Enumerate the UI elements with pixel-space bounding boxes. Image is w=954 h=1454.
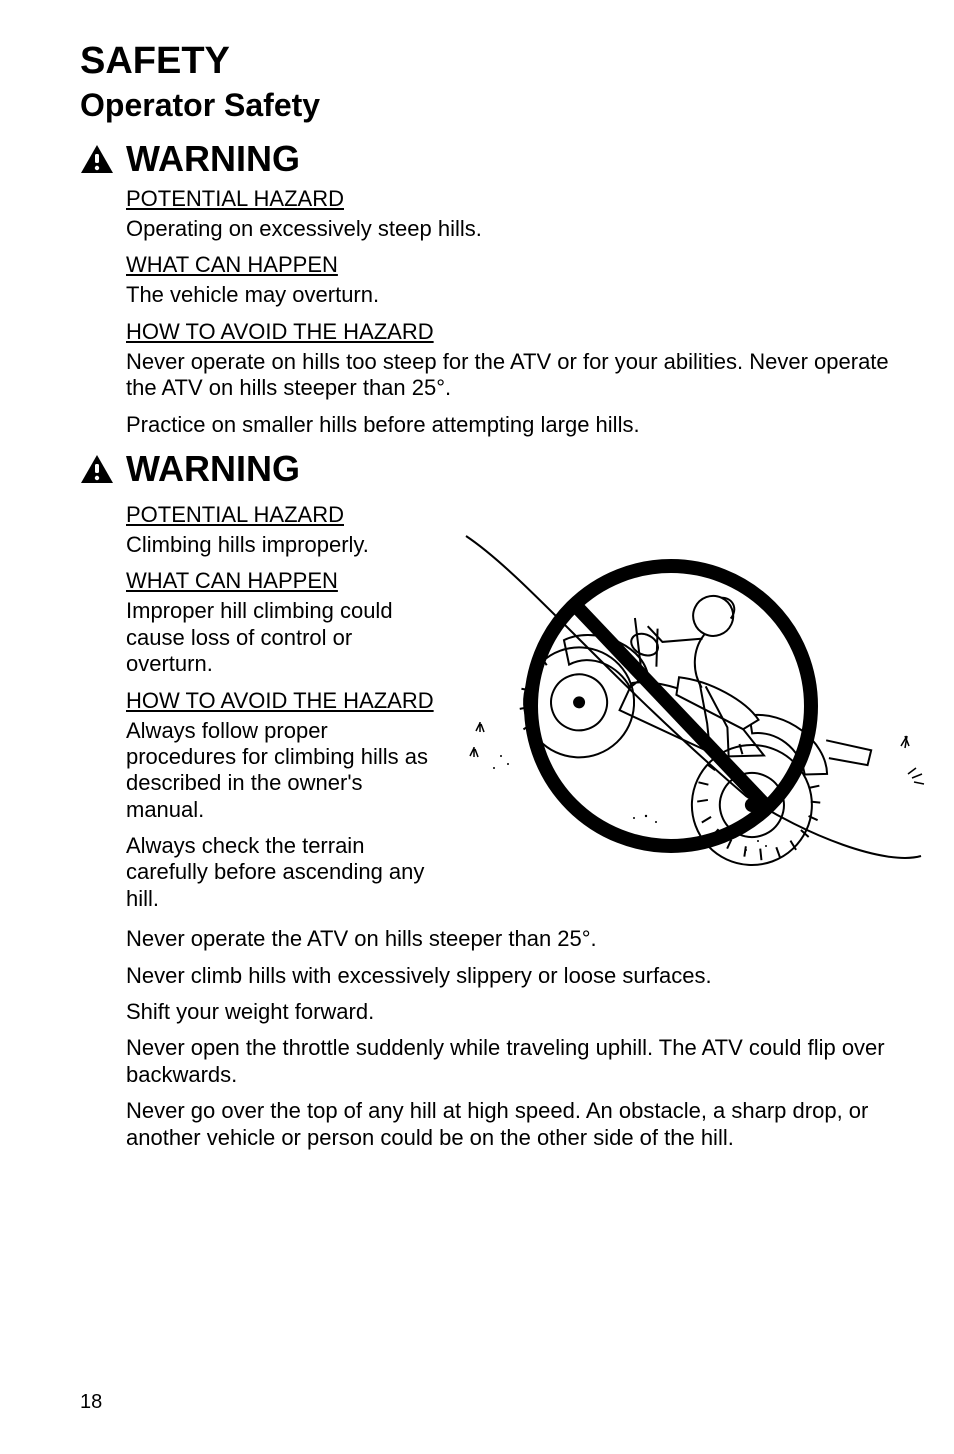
warning-label-1: WARNING: [126, 138, 300, 180]
prohibition-overlay: [531, 566, 811, 846]
avoid-hazard-para: Always follow proper procedures for clim…: [126, 718, 436, 824]
warning-triangle-icon: [80, 454, 114, 484]
warning-body-2: POTENTIAL HAZARD Climbing hills improper…: [126, 496, 894, 1151]
avoid-hazard-para: Always check the terrain carefully befor…: [126, 833, 436, 912]
avoid-hazard-heading: HOW TO AVOID THE HAZARD: [126, 688, 436, 714]
avoid-hazard-para: Never operate on hills too steep for the…: [126, 349, 894, 402]
page-subtitle: Operator Safety: [80, 87, 894, 124]
potential-hazard-text: Operating on excessively steep hills.: [126, 216, 894, 242]
right-column: [446, 496, 926, 922]
section-title: SAFETY: [80, 40, 894, 83]
warning-body-1: POTENTIAL HAZARD Operating on excessivel…: [126, 186, 894, 438]
avoid-hazard-heading: HOW TO AVOID THE HAZARD: [126, 319, 894, 345]
what-can-happen-heading: WHAT CAN HAPPEN: [126, 568, 436, 594]
warning-header-1: WARNING: [80, 138, 894, 180]
warning-label-2: WARNING: [126, 448, 300, 490]
what-can-happen-heading: WHAT CAN HAPPEN: [126, 252, 894, 278]
page: SAFETY Operator Safety WARNING POTENTIAL…: [0, 0, 954, 1454]
avoid-hazard-para: Never go over the top of any hill at hig…: [126, 1098, 894, 1151]
potential-hazard-heading: POTENTIAL HAZARD: [126, 186, 894, 212]
potential-hazard-heading: POTENTIAL HAZARD: [126, 502, 436, 528]
avoid-hazard-para: Shift your weight forward.: [126, 999, 894, 1025]
two-column-region: POTENTIAL HAZARD Climbing hills improper…: [126, 496, 894, 922]
page-number: 18: [80, 1391, 102, 1414]
avoid-hazard-para: Never climb hills with excessively slipp…: [126, 963, 894, 989]
warning-header-2: WARNING: [80, 448, 894, 490]
avoid-hazard-para: Never open the throttle suddenly while t…: [126, 1035, 894, 1088]
what-can-happen-text: Improper hill climbing could cause loss …: [126, 598, 436, 677]
potential-hazard-text: Climbing hills improperly.: [126, 532, 436, 558]
avoid-hazard-para: Practice on smaller hills before attempt…: [126, 412, 894, 438]
atv-hill-no-icon: [446, 496, 926, 876]
avoid-hazard-para: Never operate the ATV on hills steeper t…: [126, 926, 894, 952]
left-column: POTENTIAL HAZARD Climbing hills improper…: [126, 496, 436, 922]
what-can-happen-text: The vehicle may overturn.: [126, 282, 894, 308]
warning-triangle-icon: [80, 144, 114, 174]
